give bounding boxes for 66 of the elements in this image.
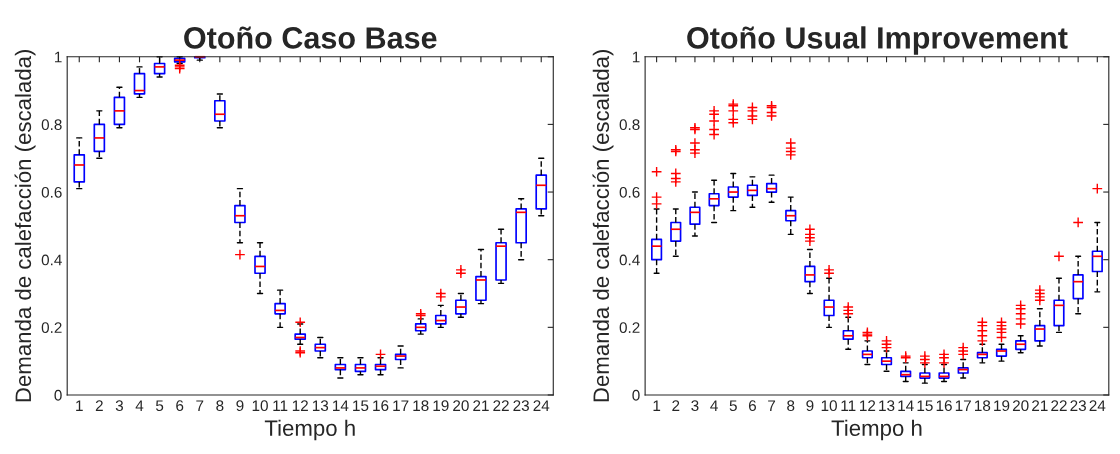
x-tick-label: 20 [1012, 400, 1029, 412]
y-tick-label: 0.2 [619, 322, 640, 334]
y-tick-label: 0.8 [41, 119, 62, 131]
x-tick-label: 15 [353, 400, 369, 412]
x-tick-label: 9 [806, 400, 814, 412]
x-axis-title: Tiempo h [831, 419, 922, 441]
x-tick-label: 9 [236, 400, 244, 412]
x-tick-label: 12 [860, 400, 876, 411]
x-tick-label: 18 [413, 400, 429, 412]
x-tick-label: 5 [155, 400, 164, 412]
x-tick-label: 22 [493, 400, 509, 411]
x-tick-label: 4 [710, 400, 718, 411]
x-tick-label: 14 [333, 400, 349, 411]
x-tick-label: 16 [936, 400, 952, 412]
y-tick-label: 1 [632, 51, 640, 63]
x-tick-label: 22 [1051, 400, 1067, 411]
x-tick-label: 21 [473, 400, 489, 411]
y-tick-label: 0 [54, 389, 62, 401]
x-tick-label: 8 [216, 400, 224, 412]
x-tick-label: 21 [1032, 400, 1048, 411]
x-tick-label: 1 [76, 400, 83, 411]
y-tick-label: 0.4 [619, 254, 640, 266]
y-tick-label: 0 [632, 389, 640, 401]
x-tick-label: 17 [955, 400, 971, 411]
x-tick-label: 17 [393, 400, 409, 411]
x-axis-title: Tiempo h [264, 419, 355, 441]
y-tick-label: 0.6 [41, 186, 62, 198]
chart-title: Otoño Usual Improvement [687, 26, 1068, 55]
x-tick-label: 3 [691, 400, 699, 412]
x-tick-label: 5 [729, 400, 737, 412]
x-tick-label: 19 [433, 400, 449, 412]
x-tick-label: 6 [748, 400, 756, 412]
x-tick-label: 2 [672, 400, 680, 411]
y-tick-label: 0.4 [41, 254, 62, 266]
y-tick-label: 0.8 [619, 119, 640, 131]
x-tick-label: 12 [292, 400, 308, 411]
y-axis-title: Demanda de calefacción (escalada) [14, 49, 36, 402]
x-tick-label: 15 [917, 400, 933, 412]
x-tick-label: 11 [841, 400, 856, 411]
x-tick-label: 13 [879, 400, 895, 412]
x-tick-label: 16 [373, 400, 389, 412]
x-tick-label: 24 [1089, 400, 1106, 411]
x-tick-label: 2 [95, 400, 103, 411]
y-tick-label: 0.2 [41, 322, 62, 334]
chart-title: Otoño Caso Base [184, 26, 437, 49]
x-tick-label: 10 [252, 400, 268, 412]
x-tick-label: 4 [135, 400, 144, 411]
x-tick-label: 23 [513, 400, 529, 412]
y-axis-title: Demanda de calefacción (escalada) [592, 49, 614, 402]
x-tick-label: 24 [533, 400, 550, 411]
x-tick-label: 8 [787, 400, 795, 412]
x-tick-label: 18 [975, 400, 991, 412]
x-tick-label: 14 [898, 400, 914, 411]
x-tick-label: 23 [1070, 400, 1086, 412]
x-tick-label: 20 [453, 400, 469, 412]
x-tick-label: 6 [176, 400, 184, 412]
x-tick-label: 7 [768, 400, 776, 411]
y-tick-label: 0.6 [619, 186, 640, 198]
y-tick-label: 1 [55, 51, 62, 63]
x-tick-label: 11 [273, 400, 288, 411]
x-tick-label: 10 [821, 400, 837, 412]
x-tick-label: 7 [196, 400, 204, 411]
x-tick-label: 1 [653, 400, 661, 411]
x-tick-label: 3 [115, 400, 123, 412]
x-tick-label: 13 [312, 400, 329, 412]
x-tick-label: 19 [994, 400, 1010, 412]
